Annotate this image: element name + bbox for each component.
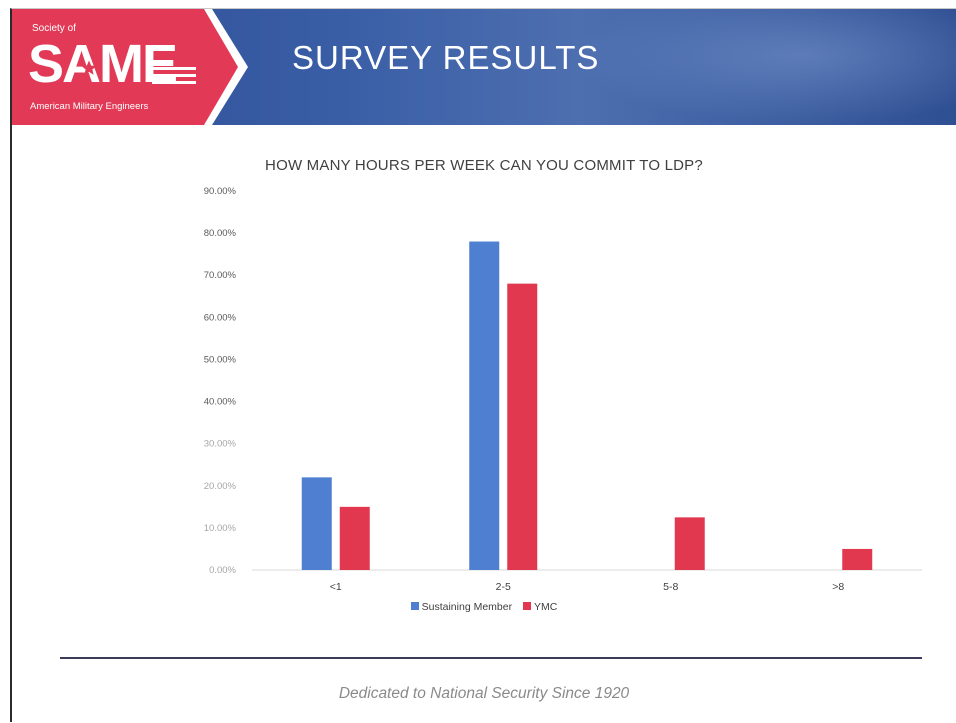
y-tick-label: 90.00% (204, 186, 237, 197)
legend-swatch-red (523, 602, 532, 610)
footer-tagline: Dedicated to National Security Since 192… (338, 685, 630, 702)
y-tick-label: 80.00% (204, 228, 237, 239)
y-axis: 0.00% 10.00% 20.00% 30.00% 40.00% 50.00% 60.00… (204, 186, 237, 576)
star-icon (81, 60, 97, 75)
bar-sustaining-member-0 (301, 477, 332, 570)
legend-item-ymc: YMC (523, 601, 557, 613)
y-tick-label: 10.00% (204, 523, 237, 534)
same-logo (12, 9, 248, 125)
bars-group (301, 241, 873, 571)
y-tick-label: 0.00% (209, 565, 236, 576)
x-tick-label: >8 (832, 581, 844, 593)
slide: Society of SAME American Military Engine… (10, 8, 956, 722)
chart-legend: Sustaining Member YMC (12, 601, 956, 613)
logo-chevron (12, 9, 238, 125)
legend-swatch-blue (410, 602, 419, 610)
x-tick-label: 5-8 (663, 581, 678, 593)
bar-ymc-2 (674, 517, 705, 570)
y-tick-label: 40.00% (204, 397, 237, 408)
slide-header: Society of SAME American Military Engine… (12, 9, 956, 125)
bar-sustaining-member-1 (469, 241, 500, 571)
x-tick-label: 2-5 (496, 581, 511, 593)
y-tick-label: 50.00% (204, 354, 237, 365)
slide-title: SURVEY RESULTS (292, 39, 600, 76)
bar-ymc-1 (507, 283, 538, 570)
y-tick-label: 30.00% (204, 439, 237, 450)
logo-stripes (152, 67, 196, 84)
bar-ymc-0 (339, 506, 370, 570)
legend-item-sustaining-member: Sustaining Member (410, 601, 513, 613)
logo-society-text: Society of (32, 23, 76, 34)
logo-subtitle-text: American Military Engineers (30, 101, 149, 112)
logo-main-text: SAME (28, 34, 178, 94)
legend-label: YMC (534, 601, 558, 613)
y-tick-label: 20.00% (204, 481, 237, 492)
y-tick-label: 60.00% (204, 312, 237, 323)
chart-title: HOW MANY HOURS PER WEEK CAN YOU COMMIT T… (265, 157, 703, 174)
footer-divider (60, 657, 922, 659)
y-tick-label: 70.00% (204, 270, 237, 281)
bar-chart: 0.00% 10.00% 20.00% 30.00% 40.00% 50.00% 60.00… (204, 186, 922, 593)
header-background-shade (572, 9, 956, 125)
legend-label: Sustaining Member (421, 601, 513, 613)
x-axis: <1 2-5 5-8 >8 (330, 581, 845, 593)
bar-ymc-3 (842, 548, 873, 570)
x-tick-label: <1 (330, 581, 342, 593)
